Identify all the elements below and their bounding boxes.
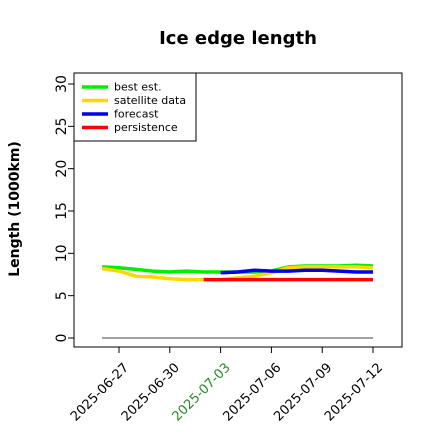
plot-frame bbox=[73, 72, 403, 348]
y-tick-label: 10 bbox=[54, 244, 70, 262]
legend-label: persistence bbox=[114, 121, 178, 134]
legend-label: satellite data bbox=[114, 94, 186, 107]
series-line-forecast bbox=[220, 268, 373, 275]
legend-label: forecast bbox=[114, 108, 159, 121]
legend-box bbox=[73, 72, 197, 142]
y-tick-label: 5 bbox=[54, 291, 70, 300]
y-tick-label: 0 bbox=[54, 334, 70, 343]
series-lines bbox=[101, 263, 374, 339]
legend-label: best est. bbox=[114, 81, 162, 94]
legend: best est.satellite dataforecastpersisten… bbox=[73, 72, 197, 142]
x-axis: 2025-06-272025-06-302025-07-032025-07-06… bbox=[68, 347, 386, 424]
chart-title: Ice edge length bbox=[159, 28, 317, 49]
y-tick-label: 25 bbox=[54, 117, 70, 135]
y-tick-label: 30 bbox=[54, 75, 70, 93]
y-tick-label: 15 bbox=[54, 202, 70, 220]
y-axis: 0 5 10 15 20 25 30 bbox=[54, 75, 74, 342]
y-tick-label: 20 bbox=[54, 160, 70, 178]
y-axis-label: Length (1000km) bbox=[7, 141, 23, 277]
